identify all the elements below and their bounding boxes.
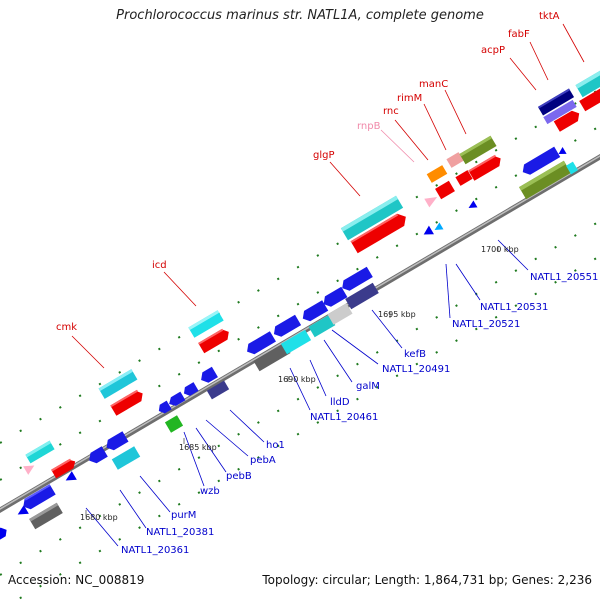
gene-block: [253, 342, 291, 372]
gene-block: [25, 440, 55, 464]
gene-label-NATL1_20361[interactable]: NATL1_20361: [121, 545, 189, 556]
gene-block: [519, 160, 571, 200]
gene-block: [188, 310, 224, 338]
gene-label-purM[interactable]: purM: [171, 510, 196, 521]
gene-label-wzb[interactable]: wzb: [200, 486, 220, 497]
gene-label-rnc[interactable]: rnc: [383, 106, 399, 117]
leader-lines-bottom: [85, 239, 529, 547]
gene-labels-top: cmk icd glgP rnpB rnc rimM manC acpP fab…: [56, 11, 560, 333]
gene-block: [543, 99, 577, 125]
gene-block: [89, 446, 108, 464]
gene-label-manC[interactable]: manC: [419, 79, 448, 90]
scale-ticks: [85, 246, 499, 516]
gene-label-galM[interactable]: galM: [356, 381, 380, 392]
map-title: Prochlorococcus marinus str. NATL1A, com…: [116, 8, 484, 23]
gene-block: [350, 213, 406, 254]
gene-block: [345, 282, 379, 310]
gene-label-acpP[interactable]: acpP: [481, 45, 505, 56]
genome-summary-text: Topology: circular; Length: 1,864,731 bp…: [262, 573, 592, 587]
gene-label-NATL1_20551[interactable]: NATL1_20551: [530, 272, 598, 283]
gene-block: [579, 87, 600, 112]
gene-block: [98, 369, 138, 399]
accession-text: Accession: NC_008819: [8, 573, 145, 587]
scale-labels: 1680 kbp 1685 kbp 1690 kbp 1695 kbp 1700…: [80, 245, 519, 522]
gene-label-tktA[interactable]: tktA: [539, 11, 560, 22]
gene-label-NATL1_20491[interactable]: NATL1_20491: [382, 364, 450, 375]
gene-block: [23, 465, 35, 475]
scale-label-1695: 1695 kbp: [378, 310, 416, 319]
gene-label-icd[interactable]: icd: [152, 260, 167, 271]
gene-block: [111, 446, 141, 470]
gene-block: [51, 458, 76, 479]
gene-block: [65, 471, 77, 481]
gene-block: [558, 147, 567, 155]
gene-block: [424, 196, 438, 208]
gene-block: [23, 484, 56, 510]
gene-label-glgP[interactable]: glgP: [313, 150, 335, 161]
gene-block: [575, 62, 600, 98]
gene-block: [158, 400, 172, 414]
genes-top: [23, 62, 600, 479]
gene-block: [423, 225, 434, 235]
gene-label-NATL1_20461[interactable]: NATL1_20461: [310, 412, 378, 423]
gene-label-pebA[interactable]: pebA: [250, 455, 276, 466]
scale-label-1685: 1685 kbp: [179, 443, 217, 452]
gene-block: [342, 266, 373, 291]
gene-block: [198, 328, 229, 354]
gene-block: [247, 331, 276, 355]
gene-block: [537, 88, 575, 116]
gene-block: [435, 180, 455, 200]
scale-label-1690: 1690 kbp: [278, 375, 316, 384]
gene-label-fabF[interactable]: fabF: [508, 29, 530, 40]
gene-block: [522, 146, 561, 175]
gene-labels-bottom: NATL1_20361 NATL1_20381 purM wzb pebB pe…: [121, 272, 598, 556]
gene-block: [455, 170, 473, 186]
scale-label-1680: 1680 kbp: [80, 513, 118, 522]
gene-block: [273, 314, 302, 337]
gene-block: [308, 314, 336, 338]
gene-block: [110, 389, 143, 416]
gene-block: [340, 195, 404, 241]
gene-block: [468, 200, 478, 209]
gene-label-NATL1_20521[interactable]: NATL1_20521: [452, 319, 520, 330]
gene-block: [206, 380, 230, 400]
scale-label-1700: 1700 kbp: [481, 245, 519, 254]
gene-label-rnpB[interactable]: rnpB: [357, 121, 381, 132]
gene-block: [0, 527, 7, 544]
gene-label-NATL1_20531[interactable]: NATL1_20531: [480, 302, 548, 313]
gene-block: [426, 165, 448, 183]
gene-block: [302, 300, 329, 322]
gene-block: [169, 391, 186, 406]
leader-line-rnpB: [380, 129, 415, 163]
gene-block: [553, 110, 580, 132]
gene-label-NATL1_20381[interactable]: NATL1_20381: [146, 527, 214, 538]
gene-block: [280, 329, 312, 355]
gene-block: [106, 431, 129, 451]
leader-lines-top: [71, 23, 585, 369]
tick-tracks: [0, 88, 600, 600]
gene-label-pebB[interactable]: pebB: [226, 471, 252, 482]
gene-label-lldD[interactable]: lldD: [330, 397, 350, 408]
gene-label-ho1[interactable]: ho1: [266, 440, 285, 451]
gene-block: [468, 154, 501, 181]
gene-block: [566, 161, 578, 175]
gene-block: [183, 382, 199, 396]
gene-block: [434, 222, 444, 231]
gene-block: [201, 366, 218, 383]
gene-label-kefB[interactable]: kefB: [404, 349, 426, 360]
genes-bottom: [0, 146, 578, 544]
gene-block: [323, 286, 348, 307]
gene-label-cmk[interactable]: cmk: [56, 322, 77, 333]
gene-block: [17, 505, 29, 515]
gene-block: [327, 303, 353, 325]
gene-block: [164, 415, 184, 433]
gene-label-rimM[interactable]: rimM: [397, 93, 422, 104]
gene-block: [29, 502, 63, 530]
gene-block: [459, 135, 497, 165]
gene-block: [446, 152, 464, 168]
